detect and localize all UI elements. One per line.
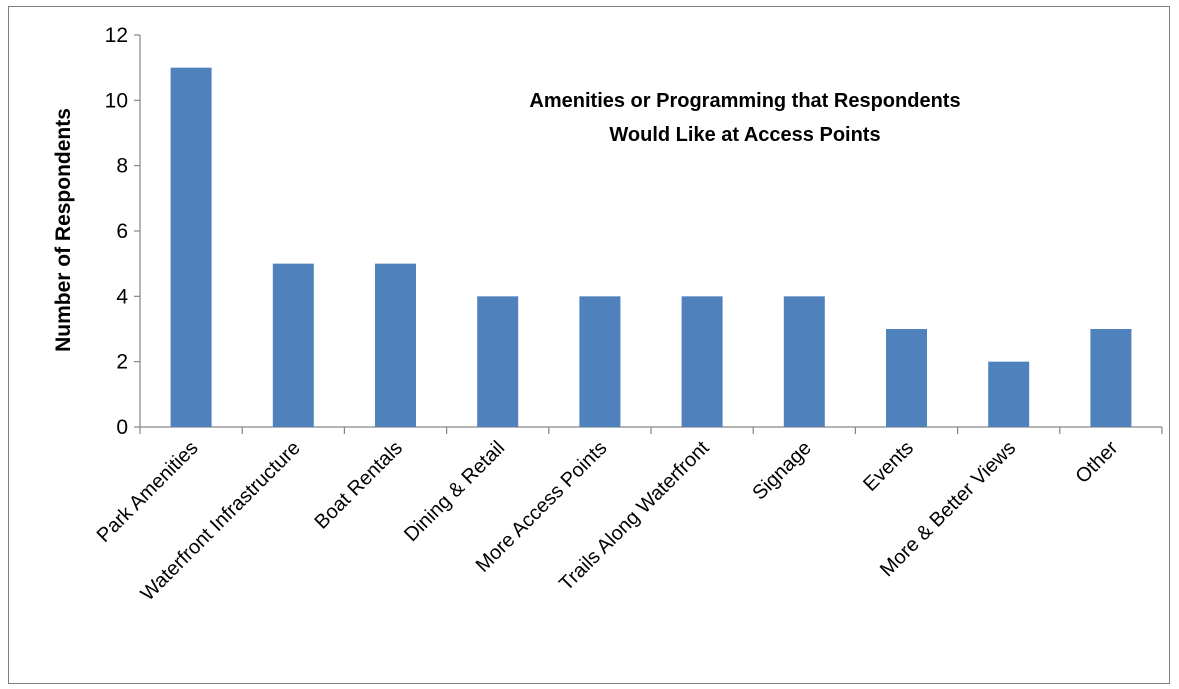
bar bbox=[579, 296, 621, 427]
bar bbox=[375, 263, 416, 427]
y-tick-label: 4 bbox=[116, 285, 128, 308]
y-axis-title: Number of Respondents bbox=[52, 108, 75, 352]
bar bbox=[170, 67, 212, 428]
chart-title-line-2: Would Like at Access Points bbox=[609, 124, 880, 146]
bars bbox=[170, 67, 1132, 428]
y-tick-label: 6 bbox=[116, 220, 128, 243]
bar bbox=[886, 329, 927, 427]
chart-title-line-1: Amenities or Programming that Respondent… bbox=[529, 90, 960, 112]
bar bbox=[988, 361, 1030, 427]
x-category-label: Park Amenities bbox=[93, 437, 203, 547]
y-tick-label: 2 bbox=[116, 351, 128, 374]
x-category-label: Events bbox=[859, 437, 918, 496]
bar bbox=[1090, 329, 1132, 427]
y-tick-label: 0 bbox=[116, 416, 128, 439]
x-category-label: Other bbox=[1072, 437, 1123, 488]
y-tick-label: 12 bbox=[105, 24, 128, 47]
x-category-label: Boat Rentals bbox=[311, 437, 408, 534]
y-tick-label: 8 bbox=[116, 155, 128, 178]
bar bbox=[783, 296, 825, 427]
bar bbox=[477, 296, 519, 427]
bar bbox=[272, 263, 314, 427]
y-tick-label: 10 bbox=[105, 89, 128, 112]
bar bbox=[681, 296, 723, 427]
x-category-label: Dining & Retail bbox=[400, 437, 509, 546]
x-category-label: Signage bbox=[748, 437, 815, 504]
